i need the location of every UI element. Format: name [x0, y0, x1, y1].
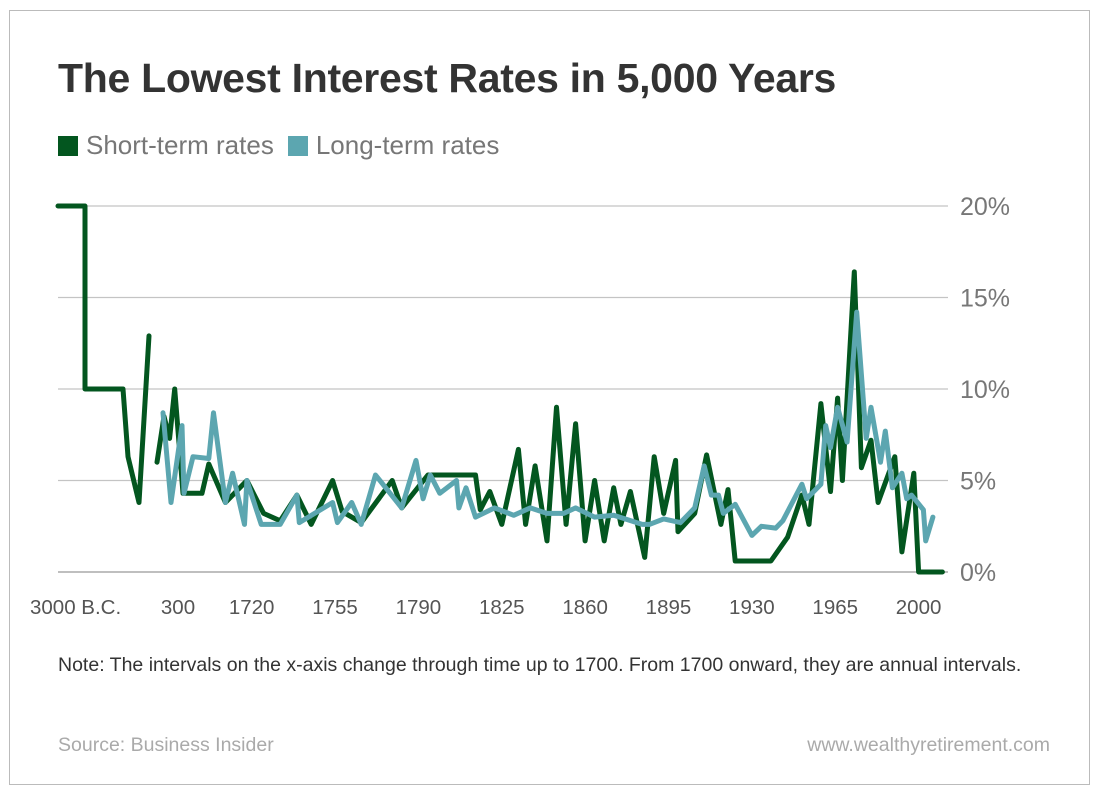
chart-title: The Lowest Interest Rates in 5,000 Years: [58, 55, 836, 101]
website-credit: www.wealthyretirement.com: [807, 734, 1050, 756]
x-tick-label: 1895: [646, 596, 692, 619]
y-tick-label: 20%: [960, 193, 1010, 221]
y-tick-label: 0%: [960, 559, 996, 587]
x-tick-label: 1930: [729, 596, 775, 619]
y-tick-label: 15%: [960, 285, 1010, 313]
chart-note: Note: The intervals on the x-axis change…: [58, 654, 1022, 676]
x-tick-label: 1755: [312, 596, 358, 619]
legend-label-short-term: Short-term rates: [86, 130, 274, 160]
legend: Short-term rates Long-term rates: [58, 130, 513, 161]
x-tick-label: 1825: [479, 596, 525, 619]
series-line-short-term: [55, 203, 152, 505]
x-tick-label: 1720: [229, 596, 275, 619]
chart-frame: [9, 10, 1090, 785]
x-tick-label: 1860: [562, 596, 608, 619]
x-tick-label: 1790: [396, 596, 442, 619]
legend-swatch-short-term: [58, 135, 78, 156]
x-tick-label: 3000 B.C.: [30, 596, 121, 619]
legend-swatch-long-term: [287, 135, 308, 156]
x-tick-label: 2000: [896, 596, 942, 619]
legend-item-long-term: Long-term rates: [287, 130, 500, 161]
series-line-long-term: [160, 309, 936, 544]
series-line-short-term: [154, 269, 945, 575]
y-tick-label: 10%: [960, 376, 1010, 404]
source-credit: Source: Business Insider: [58, 734, 274, 756]
x-tick-label: 1965: [812, 596, 858, 619]
x-tick-label: 300: [161, 596, 195, 619]
y-tick-label: 5%: [960, 468, 996, 496]
legend-item-short-term: Short-term rates: [58, 130, 274, 161]
legend-label-long-term: Long-term rates: [315, 130, 500, 160]
